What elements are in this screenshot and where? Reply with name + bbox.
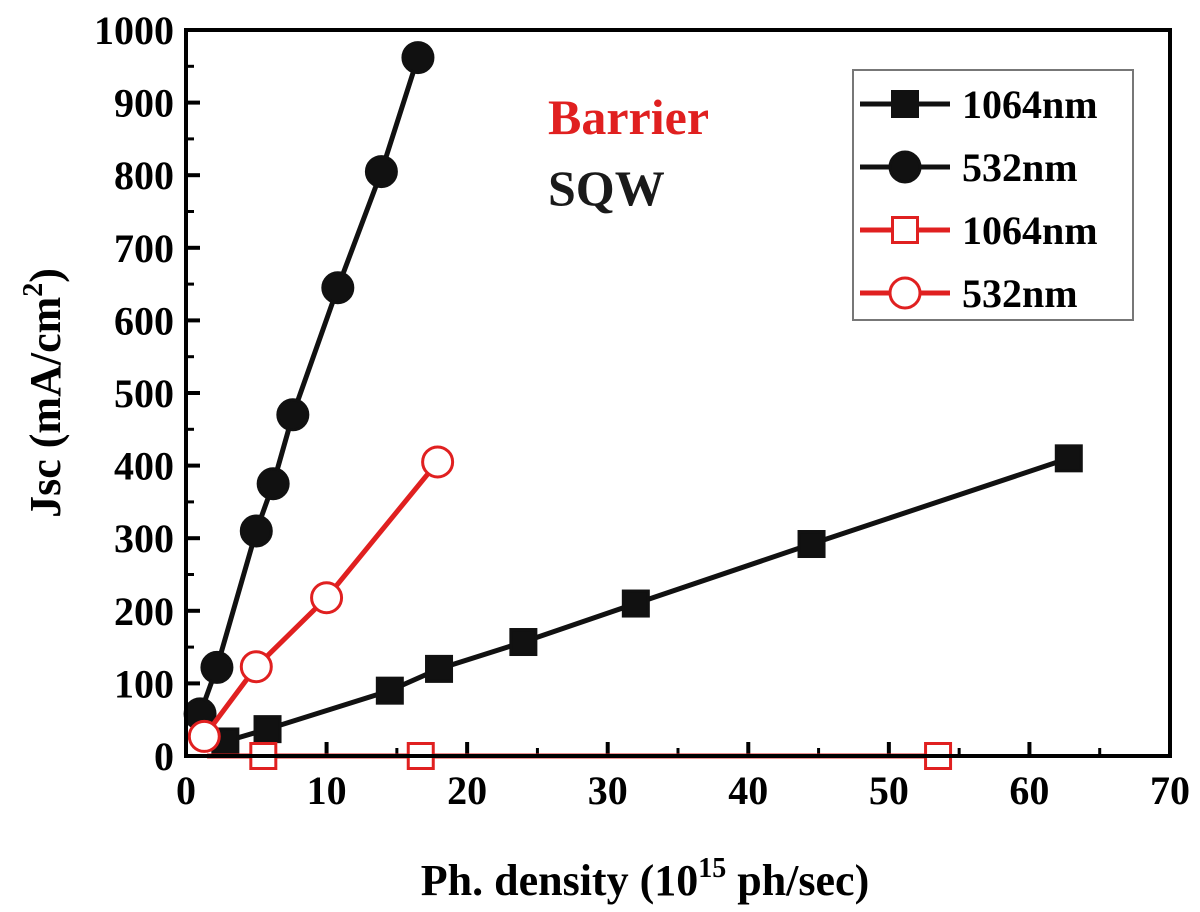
y-tick-label: 900 xyxy=(114,81,174,126)
y-axis-title: Jsc (mA/cm2) xyxy=(18,268,70,518)
legend: 1064nm 532nm 1064nm 532nm xyxy=(852,69,1134,321)
series-sqw-532nm xyxy=(183,41,435,731)
annotation-barrier: Barrier xyxy=(548,89,709,145)
legend-marker xyxy=(891,90,919,118)
series-line xyxy=(197,56,421,715)
legend-label: 532nm xyxy=(962,145,1078,190)
legend-marker xyxy=(888,150,922,184)
data-point xyxy=(239,514,273,548)
x-tick-label: 50 xyxy=(869,768,909,813)
legend-entry: 1064nm xyxy=(860,82,1098,127)
y-tick-label: 800 xyxy=(114,153,174,198)
annotation-sqw: SQW xyxy=(548,160,665,216)
data-point xyxy=(797,530,826,559)
series-barrier-532nm xyxy=(187,445,455,753)
data-point xyxy=(401,41,435,75)
legend-label: 532nm xyxy=(962,271,1078,316)
data-point xyxy=(421,445,455,479)
series-sqw-1064nm xyxy=(206,444,1083,756)
data-point xyxy=(375,676,404,705)
data-point xyxy=(1054,444,1083,473)
y-tick-label: 400 xyxy=(114,444,174,489)
y-tick-label: 100 xyxy=(114,661,174,706)
y-tick-label: 1000 xyxy=(94,8,174,53)
data-point xyxy=(276,398,310,432)
legend-marker xyxy=(888,276,922,310)
data-point xyxy=(425,654,454,683)
x-tick-label: 0 xyxy=(176,768,196,813)
series-line xyxy=(202,460,440,738)
data-point xyxy=(256,467,290,501)
x-tick-label: 10 xyxy=(307,768,347,813)
axis-ticks: 0 10 20 30 40 50 60 700100200300400500600700800… xyxy=(94,8,1190,813)
legend-entry: 532nm xyxy=(860,145,1078,190)
data-point xyxy=(187,719,221,753)
data-point xyxy=(253,715,282,744)
plot-frame xyxy=(184,28,1172,758)
x-tick-label: 30 xyxy=(588,768,628,813)
x-tick-label: 60 xyxy=(1009,768,1049,813)
x-axis-title: Ph. density (1015 ph/sec) xyxy=(421,853,869,905)
data-point xyxy=(200,650,234,684)
legend-marker xyxy=(891,216,919,244)
y-tick-label: 600 xyxy=(114,298,174,343)
x-tick-label: 20 xyxy=(447,768,487,813)
legend-label: 1064nm xyxy=(962,208,1098,253)
y-tick-label: 300 xyxy=(114,516,174,561)
x-tick-label: 40 xyxy=(728,768,768,813)
data-point xyxy=(509,628,538,657)
data-point xyxy=(239,650,273,684)
data-point xyxy=(310,581,344,615)
y-tick-label: 0 xyxy=(154,734,174,779)
y-tick-label: 700 xyxy=(114,226,174,271)
y-tick-label: 500 xyxy=(114,371,174,416)
plot-series xyxy=(183,41,1083,770)
legend-label: 1064nm xyxy=(962,82,1098,127)
data-point xyxy=(364,155,398,189)
x-tick-label: 70 xyxy=(1150,768,1190,813)
legend-entry: 532nm xyxy=(860,271,1078,316)
data-point xyxy=(621,589,650,618)
y-tick-label: 200 xyxy=(114,589,174,634)
legend-entry: 1064nm xyxy=(860,208,1098,253)
data-point xyxy=(321,271,355,305)
